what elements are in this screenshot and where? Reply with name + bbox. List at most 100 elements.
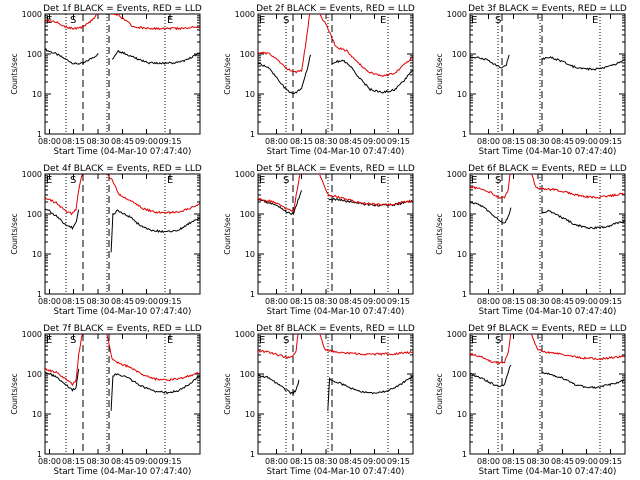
x-tick-label: 08:15 <box>62 457 85 466</box>
region-marker-e: E <box>167 335 173 346</box>
y-tick-label: 1000 <box>235 170 255 179</box>
region-marker-s: S <box>495 175 501 186</box>
chart-title: Det 9f BLACK = Events, RED = LLD <box>468 324 627 334</box>
chart-title: Det 3f BLACK = Events, RED = LLD <box>468 4 627 14</box>
y-axis-label: Counts/sec <box>10 213 19 254</box>
x-tick-label: 08:00 <box>477 457 500 466</box>
series-line-events <box>541 209 625 230</box>
y-axis-label: Counts/sec <box>223 373 232 414</box>
y-tick-label: 100 <box>452 370 467 379</box>
y-tick-label: 100 <box>240 50 255 59</box>
region-marker-e: E <box>471 15 477 26</box>
y-tick-label: 1 <box>462 450 467 459</box>
x-tick-label: 09:15 <box>599 297 622 306</box>
series-line-events <box>470 54 510 69</box>
y-tick-label: 1000 <box>22 330 42 339</box>
series-line-lld <box>319 174 413 207</box>
y-tick-label: 1 <box>37 290 42 299</box>
region-marker-e: E <box>46 15 52 26</box>
x-axis-label: Start Time (04-Mar-10 07:47:40) <box>54 467 192 477</box>
chart-title: Det 4f BLACK = Events, RED = LLD <box>43 164 202 174</box>
chart-panel-6: Det 6f BLACK = Events, RED = LLD 1 10 100 10… <box>435 164 627 317</box>
x-tick-label: 08:00 <box>265 137 288 146</box>
region-marker-e: E <box>471 335 477 346</box>
x-tick-label: 08:45 <box>111 457 134 466</box>
x-axis-label: Start Time (04-Mar-10 07:47:40) <box>54 307 192 317</box>
series-line-events <box>470 201 512 224</box>
series-line-events <box>328 197 413 207</box>
y-axis-label: Counts/sec <box>435 373 444 414</box>
series-line-events <box>332 59 413 94</box>
x-tick-label: 09:00 <box>363 457 386 466</box>
series-line-events <box>541 371 625 389</box>
series-line-lld <box>45 174 83 216</box>
plot-frame <box>257 333 414 455</box>
x-tick-label: 08:30 <box>526 457 549 466</box>
x-tick-label: 08:15 <box>62 297 85 306</box>
y-tick-label: 1 <box>250 290 255 299</box>
series-line-events <box>110 373 200 411</box>
series-line-events <box>110 209 200 253</box>
x-tick-label: 08:15 <box>290 457 313 466</box>
x-axis-label: Start Time (04-Mar-10 07:47:40) <box>267 467 405 477</box>
y-tick-label: 10 <box>457 410 467 419</box>
series-line-events <box>45 208 80 231</box>
region-marker-s: S <box>495 335 501 346</box>
y-tick-label: 10 <box>245 90 255 99</box>
region-marker-e: E <box>259 175 265 186</box>
x-tick-label: 09:00 <box>575 137 598 146</box>
chart-title: Det 1f BLACK = Events, RED = LLD <box>43 4 202 14</box>
region-marker-e: E <box>259 335 265 346</box>
y-tick-label: 1 <box>462 130 467 139</box>
x-tick-label: 08:00 <box>477 137 500 146</box>
series-line-lld <box>106 334 200 382</box>
x-tick-label: 08:45 <box>551 457 574 466</box>
chart-title: Det 6f BLACK = Events, RED = LLD <box>468 164 627 174</box>
y-axis-label: Counts/sec <box>435 213 444 254</box>
series-line-lld <box>45 334 83 387</box>
region-marker-e: E <box>380 15 386 26</box>
x-tick-label: 08:00 <box>265 297 288 306</box>
y-tick-label: 100 <box>240 210 255 219</box>
y-tick-label: 1 <box>37 130 42 139</box>
plot-frame <box>44 13 201 135</box>
region-marker-e: E <box>167 175 173 186</box>
x-tick-label: 09:00 <box>135 457 158 466</box>
y-axis-label: Counts/sec <box>223 213 232 254</box>
region-marker-e: E <box>380 335 386 346</box>
x-tick-label: 08:45 <box>551 297 574 306</box>
series-line-events <box>45 48 99 65</box>
chart-title: Det 7f BLACK = Events, RED = LLD <box>43 324 202 334</box>
x-axis-label: Start Time (04-Mar-10 07:47:40) <box>479 147 617 157</box>
x-tick-label: 08:45 <box>111 137 134 146</box>
plot-frame <box>44 173 201 295</box>
x-tick-label: 08:15 <box>502 457 525 466</box>
x-tick-label: 09:15 <box>158 297 181 306</box>
x-tick-label: 09:15 <box>599 457 622 466</box>
x-tick-label: 08:45 <box>111 297 134 306</box>
chart-panel-1: Det 1f BLACK = Events, RED = LLD 1 10 100 10… <box>10 4 202 157</box>
y-tick-label: 1000 <box>447 10 467 19</box>
y-tick-label: 1000 <box>447 330 467 339</box>
region-marker-e: E <box>46 175 52 186</box>
chart-panel-5: Det 5f BLACK = Events, RED = LLD 1 10 100 10… <box>223 164 415 317</box>
x-tick-label: 08:30 <box>86 137 109 146</box>
x-tick-label: 08:00 <box>38 297 61 306</box>
chart-title: Det 2f BLACK = Events, RED = LLD <box>256 4 415 14</box>
y-axis-label: Counts/sec <box>223 53 232 94</box>
series-line-lld <box>470 174 511 199</box>
chart-panel-4: Det 4f BLACK = Events, RED = LLD 1 10 100 10… <box>10 164 202 317</box>
x-tick-label: 09:15 <box>387 137 410 146</box>
x-tick-label: 08:15 <box>502 297 525 306</box>
x-tick-label: 08:00 <box>38 137 61 146</box>
series-line-events <box>258 374 300 395</box>
y-axis-label: Counts/sec <box>10 53 19 94</box>
y-tick-label: 100 <box>27 370 42 379</box>
x-axis-label: Start Time (04-Mar-10 07:47:40) <box>54 147 192 157</box>
x-tick-label: 08:15 <box>62 137 85 146</box>
y-tick-label: 100 <box>27 50 42 59</box>
y-tick-label: 1000 <box>235 330 255 339</box>
series-line-lld <box>531 334 625 361</box>
y-tick-label: 100 <box>27 210 42 219</box>
